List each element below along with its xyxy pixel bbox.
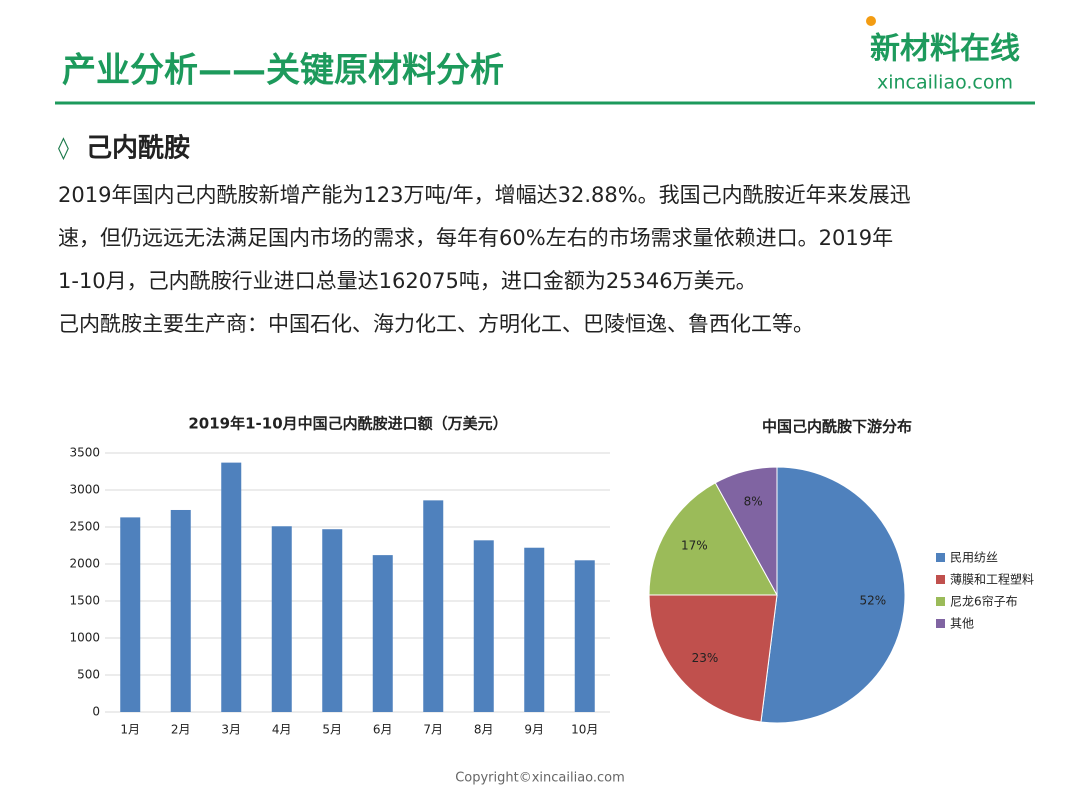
bar xyxy=(120,517,141,712)
legend-label: 尼龙6帘子布 xyxy=(950,594,1018,609)
bar xyxy=(574,560,595,712)
legend-swatch xyxy=(936,597,945,606)
pie-slice xyxy=(760,466,906,724)
body-line: 速，但仍远远无法满足国内市场的需求，每年有60%左右的市场需求量依赖进口。201… xyxy=(58,226,893,250)
x-tick-label: 9月 xyxy=(524,723,544,737)
data-label: 23% xyxy=(692,651,719,665)
logo-en: xincailiao.com xyxy=(877,72,1013,94)
pie-slice xyxy=(648,594,778,723)
section-heading: 己内酰胺 xyxy=(86,134,190,164)
y-tick-label: 2500 xyxy=(69,520,100,534)
copyright: Copyright©xincailiao.com xyxy=(455,771,625,786)
data-label: 8% xyxy=(744,495,763,509)
bar xyxy=(423,500,444,712)
body-line: 1-10月，己内酰胺行业进口总量达162075吨，进口金额为25346万美元。 xyxy=(58,269,757,293)
x-tick-label: 4月 xyxy=(272,723,292,737)
y-tick-label: 1500 xyxy=(69,594,100,608)
data-label: 17% xyxy=(681,539,708,553)
logo-dot xyxy=(866,16,876,26)
y-tick-label: 500 xyxy=(77,668,100,682)
y-tick-label: 2000 xyxy=(69,557,100,571)
legend-label: 其他 xyxy=(950,617,974,631)
chart-title: 中国己内酰胺下游分布 xyxy=(762,418,912,436)
slide-title: 产业分析——关键原材料分析 xyxy=(62,51,504,91)
pie-slice xyxy=(648,482,778,596)
legend-label: 民用纺丝 xyxy=(950,551,998,565)
bar xyxy=(221,462,242,712)
data-label: 52% xyxy=(859,594,886,608)
legend-swatch xyxy=(936,575,945,584)
section-marker: ◊ xyxy=(58,136,69,161)
x-tick-label: 1月 xyxy=(120,723,140,737)
bar xyxy=(271,526,292,712)
x-tick-label: 7月 xyxy=(423,723,443,737)
legend-swatch xyxy=(936,553,945,562)
x-tick-label: 3月 xyxy=(221,723,241,737)
chart-title: 2019年1-10月中国己内酰胺进口额（万美元） xyxy=(188,415,507,433)
legend-swatch xyxy=(936,619,945,628)
legend-label: 薄膜和工程塑料 xyxy=(950,572,1034,587)
x-tick-label: 10月 xyxy=(571,723,598,737)
y-tick-label: 1000 xyxy=(69,631,100,645)
bar xyxy=(322,529,343,712)
y-tick-label: 3500 xyxy=(69,446,100,460)
body-line: 己内酰胺主要生产商：中国石化、海力化工、方明化工、巴陵恒逸、鲁西化工等。 xyxy=(58,312,814,336)
x-tick-label: 5月 xyxy=(322,723,342,737)
bar xyxy=(170,509,191,712)
pie-slice xyxy=(714,466,778,596)
y-tick-label: 0 xyxy=(92,705,100,719)
x-tick-label: 6月 xyxy=(373,723,393,737)
bar xyxy=(372,555,393,712)
y-tick-label: 3000 xyxy=(69,483,100,497)
body-line: 2019年国内己内酰胺新增产能为123万吨/年，增幅达32.88%。我国己内酰胺… xyxy=(58,183,911,207)
x-tick-label: 2月 xyxy=(171,723,191,737)
logo-cn: 新材料在线 xyxy=(870,32,1020,67)
x-tick-label: 8月 xyxy=(474,723,494,737)
bar xyxy=(473,540,494,712)
bar xyxy=(524,547,545,712)
